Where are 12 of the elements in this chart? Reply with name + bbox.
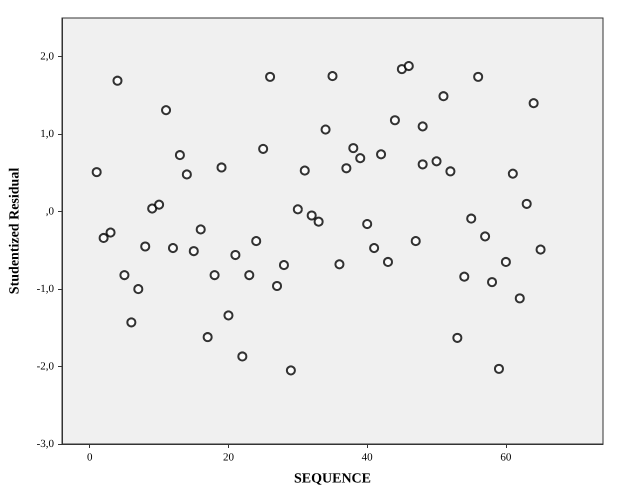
x-tick-label: 60 — [500, 452, 512, 464]
x-tick-label: 40 — [362, 452, 374, 464]
y-tick-label: 1,0 — [40, 128, 54, 140]
y-tick-label: ,0 — [46, 206, 54, 218]
y-tick-label: -3,0 — [36, 438, 54, 450]
y-tick-label: 2,0 — [40, 50, 54, 63]
y-axis-title: Studentized Residual — [8, 168, 22, 294]
x-tick-label: 20 — [222, 452, 234, 464]
x-tick-label: 0 — [86, 452, 93, 464]
y-tick-label: -1,0 — [36, 283, 54, 296]
x-axis-title: SEQUENCE — [294, 472, 372, 486]
y-tick-label: -2,0 — [36, 360, 54, 373]
